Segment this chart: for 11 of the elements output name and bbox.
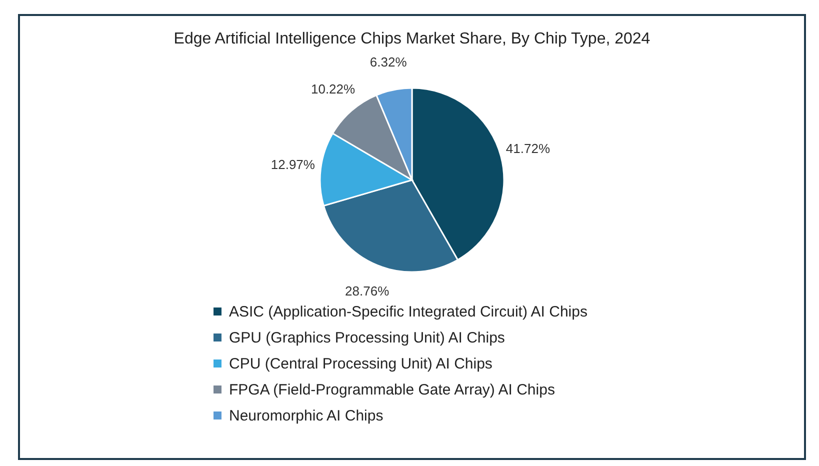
legend-label: ASIC (Application-Specific Integrated Circuit) AI Chips [229, 304, 588, 320]
legend-label: CPU (Central Processing Unit) AI Chips [229, 356, 492, 372]
data-label: 41.72% [506, 141, 550, 156]
legend-label: GPU (Graphics Processing Unit) AI Chips [229, 330, 505, 346]
data-label: 6.32% [370, 54, 408, 70]
legend-label: Neuromorphic AI Chips [229, 408, 384, 424]
legend-label: FPGA (Field-Programmable Gate Array) AI Chips [229, 382, 555, 398]
chart-title: Edge Artificial Intelligence Chips Market Share, By Chip Type, 2024 [174, 30, 650, 48]
data-label: 12.97% [270, 157, 316, 172]
data-label: 28.76% [345, 283, 390, 298]
data-label: 10.22% [310, 82, 356, 97]
